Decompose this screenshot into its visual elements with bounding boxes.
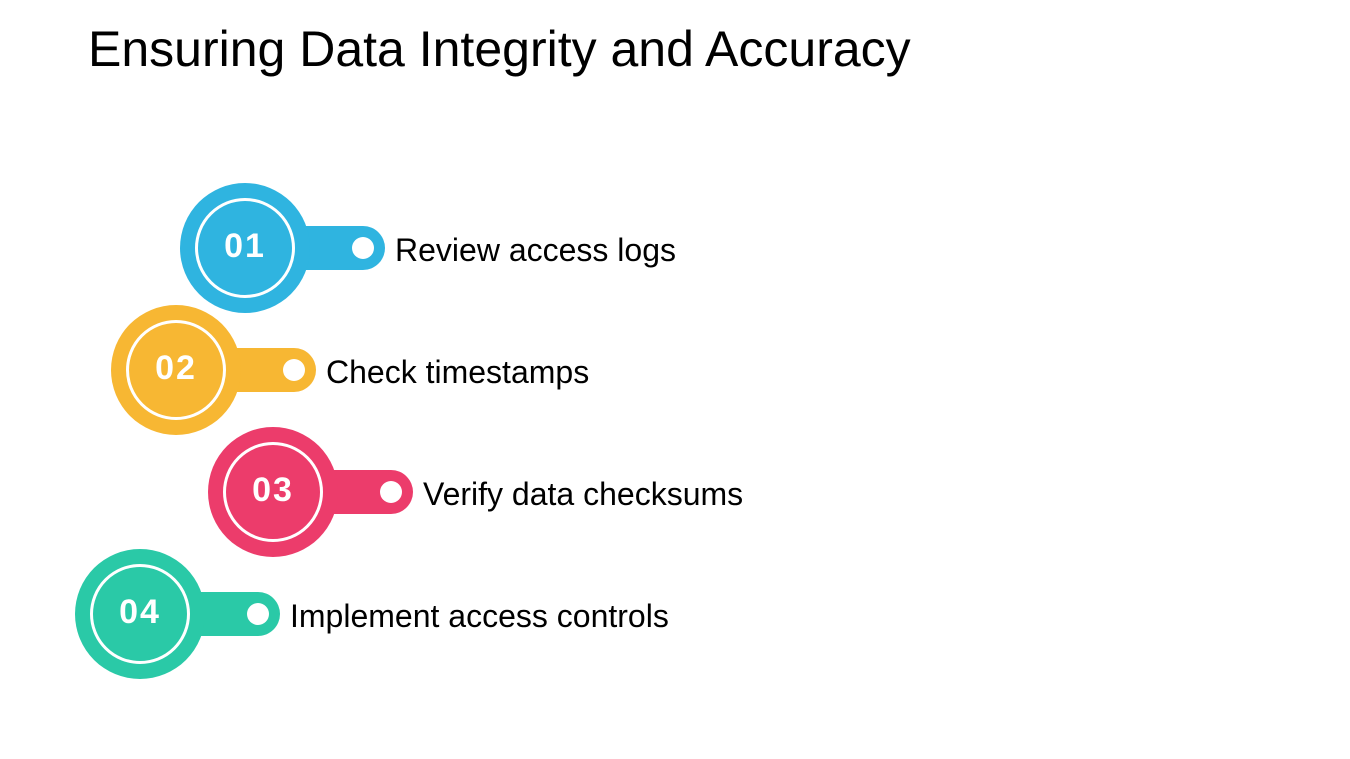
item-label-3: Verify data checksums (423, 476, 743, 513)
connector-dot-4 (247, 603, 269, 625)
item-label-4: Implement access controls (290, 598, 669, 635)
page-title: Ensuring Data Integrity and Accuracy (88, 20, 911, 78)
item-label-2: Check timestamps (326, 354, 589, 391)
connector-dot-3 (380, 481, 402, 503)
item-label-1: Review access logs (395, 232, 676, 269)
badge-number-3: 03 (243, 471, 303, 510)
connector-dot-1 (352, 237, 374, 259)
badge-number-2: 02 (146, 349, 206, 388)
badge-number-4: 04 (110, 593, 170, 632)
connector-dot-2 (283, 359, 305, 381)
badge-number-1: 01 (215, 227, 275, 266)
